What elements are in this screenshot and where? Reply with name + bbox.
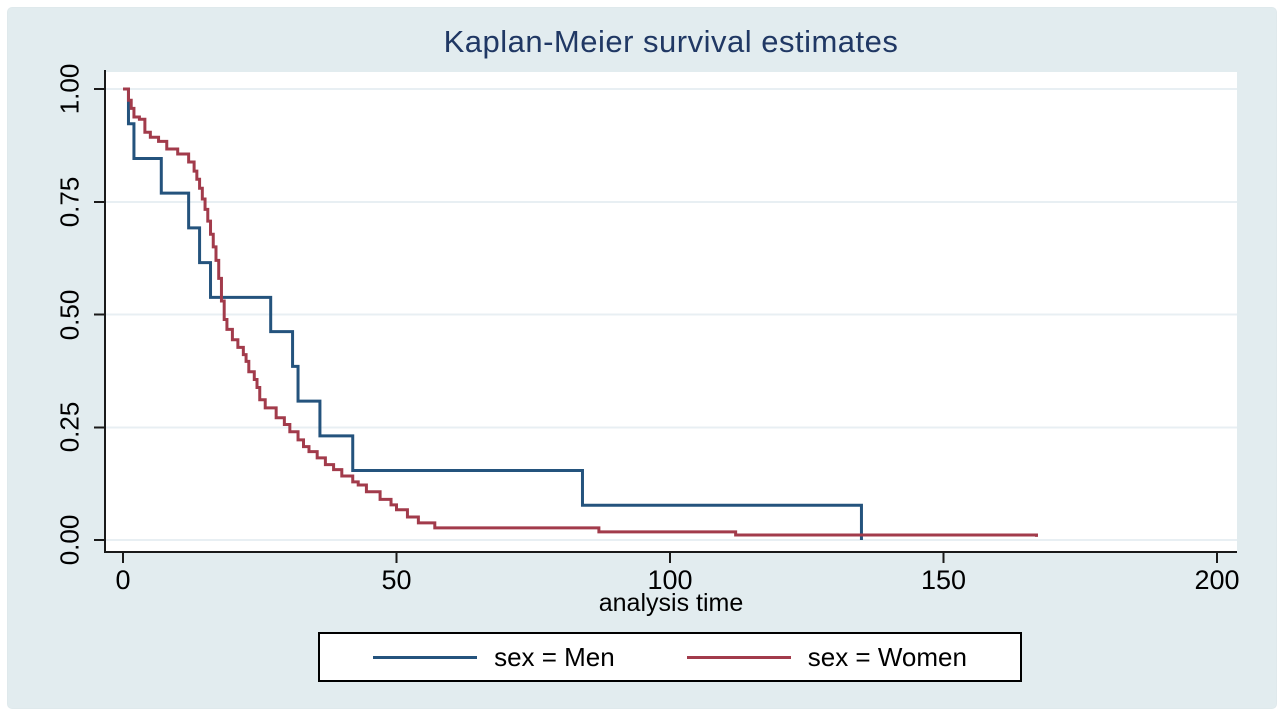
x-tick-label: 100: [647, 565, 693, 595]
y-tick-label: 0.00: [54, 514, 85, 566]
plot-area: [105, 72, 1237, 552]
legend-label-men: sex = Men: [494, 641, 615, 672]
men-survival-curve: [123, 87, 863, 540]
women-line-swatch: [686, 655, 791, 659]
legend-item-men: sex = Men: [373, 642, 615, 673]
women-survival-curve: [123, 87, 1038, 537]
chart-title: Kaplan-Meier survival estimates: [443, 24, 899, 59]
legend-label-women: sex = Women: [807, 641, 967, 672]
legend-item-women: sex = Women: [686, 641, 967, 673]
y-tick-label: 0.50: [54, 289, 85, 340]
x-tick-label: 50: [381, 565, 412, 595]
y-tick-label: 0.25: [54, 401, 85, 453]
men-line-swatch: [373, 655, 478, 659]
x-tick-label: 200: [1194, 565, 1240, 595]
legend: sex = Men sex = Women: [318, 632, 1022, 682]
y-tick-label: 1.00: [54, 63, 85, 115]
x-tick-label: 0: [115, 565, 131, 595]
y-tick-label: 0.75: [54, 176, 85, 228]
x-tick-label: 150: [920, 565, 967, 595]
x-axis-title: analysis time: [598, 589, 744, 617]
